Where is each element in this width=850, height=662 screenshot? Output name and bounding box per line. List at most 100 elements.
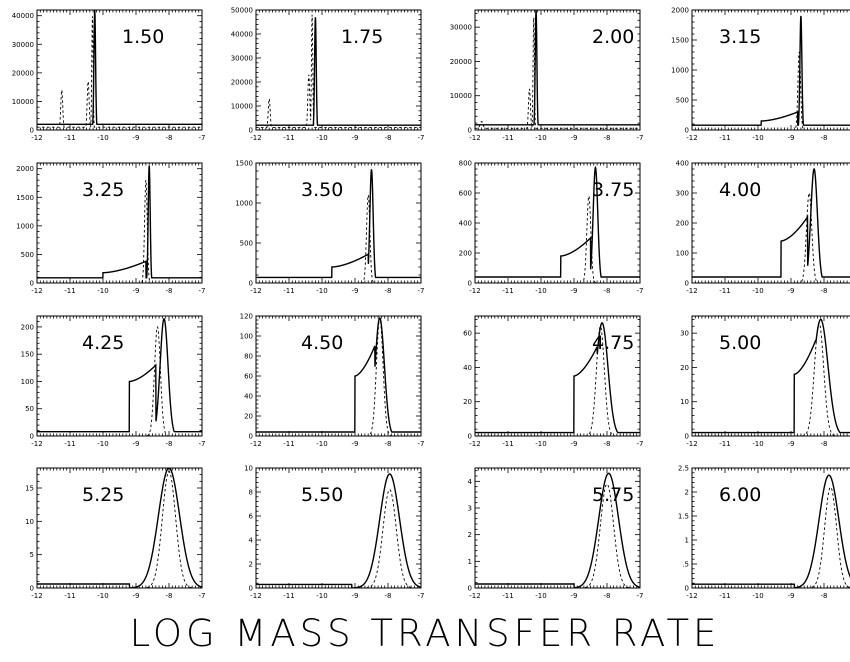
y-tick-label: 60 (463, 330, 472, 338)
series-line-solid (256, 17, 421, 126)
x-tick-label: -8 (821, 134, 828, 142)
y-tick-label: 2000 (671, 7, 689, 15)
panel-15: -12 -11 -10 -9 -8 -7 0 1 2 3 4 5.75 (468, 467, 644, 600)
plot-frame (691, 162, 850, 284)
x-tick-label: -10 (535, 592, 546, 600)
series-line-dashed (256, 14, 421, 129)
plot-frame (691, 467, 850, 589)
y-tick-label: 1.5 (678, 513, 689, 521)
y-tick-label: 600 (459, 190, 472, 198)
x-tick-label: -8 (604, 134, 611, 142)
x-tick-label: -12 (686, 592, 697, 600)
plot-frame (691, 9, 850, 131)
y-tick-label: 200 (676, 220, 689, 228)
y-tick-label: 100 (21, 378, 34, 386)
y-tick-label: 0 (685, 585, 689, 593)
x-tick-label: -8 (166, 592, 173, 600)
x-tick-label: -8 (821, 592, 828, 600)
series-line-solid (475, 472, 640, 588)
y-tick-label: 1 (685, 537, 689, 545)
x-tick-label: -9 (352, 440, 359, 448)
y-tick-label: 30000 (12, 41, 34, 49)
x-tick-label: -11 (64, 134, 75, 142)
panel-title: 6.00 (719, 484, 761, 506)
series-line-dashed (256, 489, 421, 588)
y-tick-label: 10000 (450, 92, 472, 100)
series-line-dashed (475, 194, 640, 283)
x-tick-label: -10 (316, 440, 327, 448)
y-tick-label: 1500 (16, 194, 34, 202)
y-tick-label: 10 (244, 465, 253, 473)
y-tick-label: 1000 (235, 200, 253, 208)
x-tick-label: -12 (250, 287, 261, 295)
x-tick-label: -7 (637, 592, 644, 600)
x-tick-label: -9 (571, 592, 578, 600)
y-tick-label: 1500 (235, 160, 253, 168)
panel-16: -12-11-10-9-8-70.511.522.56.00 (678, 465, 850, 600)
y-tick-label: 40000 (231, 31, 253, 39)
y-tick-label: 4 (468, 478, 473, 486)
panel-5: -12 -11 -10 -9 -8 -7 0 500 1000 1500 2000 3.25 (16, 162, 206, 295)
series-line-solid (692, 318, 850, 434)
y-tick-label: 500 (21, 251, 34, 259)
x-tick-label: -10 (752, 440, 763, 448)
y-tick-label: 2 (685, 489, 689, 497)
series-line-solid (37, 317, 202, 433)
y-tick-label: 60 (244, 373, 253, 381)
x-tick-label: -9 (352, 287, 359, 295)
x-tick-label: -10 (752, 592, 763, 600)
y-tick-label: 120 (240, 313, 253, 321)
y-tick-label: 20000 (231, 79, 253, 87)
plot-frame (36, 9, 203, 131)
panel-1: -12 -11 -10 -9 -8 -7 0 10000 20000 30000 40000 1.50 (12, 9, 205, 142)
panel-title: 2.00 (592, 26, 634, 48)
y-tick-label: 0 (249, 585, 253, 593)
y-tick-label: 2.5 (678, 465, 689, 473)
y-tick-label: 0 (30, 280, 34, 288)
x-tick-label: -9 (352, 134, 359, 142)
panel-title: 3.50 (301, 179, 343, 201)
x-tick-label: -11 (719, 287, 730, 295)
y-tick-label: 0 (468, 433, 472, 441)
x-tick-label: -7 (637, 287, 644, 295)
x-tick-label: -9 (788, 592, 795, 600)
y-tick-label: 100 (240, 333, 253, 341)
x-tick-label: -10 (752, 134, 763, 142)
panel-10: -12 -11 -10 -9 -8 -7 0 20 40 60 80 100 120 4.50 (240, 313, 425, 449)
series-line-dashed (692, 486, 850, 588)
panel-title: 4.75 (592, 332, 634, 354)
y-tick-label: 0 (30, 433, 34, 441)
y-tick-label: 50000 (231, 7, 253, 15)
x-tick-label: -7 (418, 440, 425, 448)
y-tick-label: 0 (30, 585, 34, 593)
x-tick-label: -9 (571, 134, 578, 142)
panel-3: -12 -11 -10 -9 -8 -7 0 10000 20000 30000 2.00 (450, 9, 643, 142)
y-tick-label: 100 (676, 250, 689, 258)
y-tick-label: 4 (249, 537, 254, 545)
x-tick-label: -7 (418, 134, 425, 142)
series-line-dashed (256, 193, 421, 283)
panel-7: -12 -11 -10 -9 -8 -7 0 200 400 600 800 3.75 (459, 160, 644, 296)
y-tick-label: 30 (680, 330, 689, 338)
panel-title: 3.25 (82, 179, 124, 201)
x-tick-label: -9 (788, 287, 795, 295)
series-line-dashed (692, 51, 850, 130)
y-tick-label: 15 (25, 485, 34, 493)
x-tick-label: -12 (250, 592, 261, 600)
y-tick-label: 1000 (16, 222, 34, 230)
panel-12: -12-11-10-9-8-701020305.00 (680, 315, 850, 448)
y-tick-label: 30000 (231, 55, 253, 63)
x-tick-label: -8 (821, 287, 828, 295)
series-line-dashed (37, 470, 202, 588)
x-tick-label: -9 (133, 440, 140, 448)
y-tick-label: 0 (249, 127, 253, 135)
panel-2: -12 -11 -10 -9 -8 -7 0 10000 20000 30000 40000 5000… (231, 7, 425, 143)
panel-title: 4.00 (719, 179, 761, 201)
y-tick-label: 1000 (671, 67, 689, 75)
x-tick-label: -12 (469, 287, 480, 295)
x-tick-label: -7 (199, 287, 206, 295)
panel-title: 3.75 (592, 179, 634, 201)
x-tick-label: -9 (788, 134, 795, 142)
x-tick-label: -8 (385, 134, 392, 142)
